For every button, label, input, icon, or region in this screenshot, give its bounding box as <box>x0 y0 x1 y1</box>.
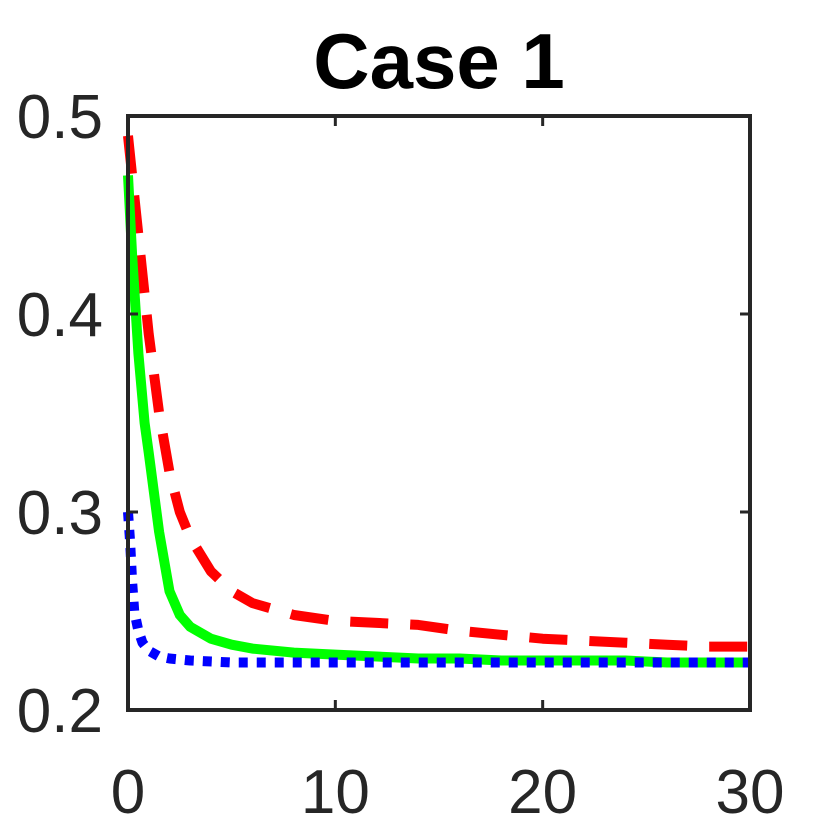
y-tick-label: 0.3 <box>17 479 103 548</box>
y-tick-label: 0.2 <box>17 677 103 746</box>
x-tick-label: 10 <box>301 758 370 827</box>
series-line-solid <box>123 175 750 668</box>
series-layer <box>123 135 750 668</box>
series-line-dashed <box>123 135 750 652</box>
y-tick-label: 0.5 <box>17 83 103 152</box>
y-tick-label: 0.4 <box>17 281 103 350</box>
axes-frame <box>126 114 752 712</box>
x-tick-label: 20 <box>508 758 577 827</box>
tick-labels: 0 10 20 30 0.2 0.3 0.4 0.5 <box>17 83 785 827</box>
series-line-dotted <box>123 511 750 668</box>
x-tick-label: 30 <box>716 758 785 827</box>
plot-box <box>126 114 752 712</box>
chart-title: Case 1 <box>313 17 565 105</box>
x-tick-label: 0 <box>111 758 145 827</box>
